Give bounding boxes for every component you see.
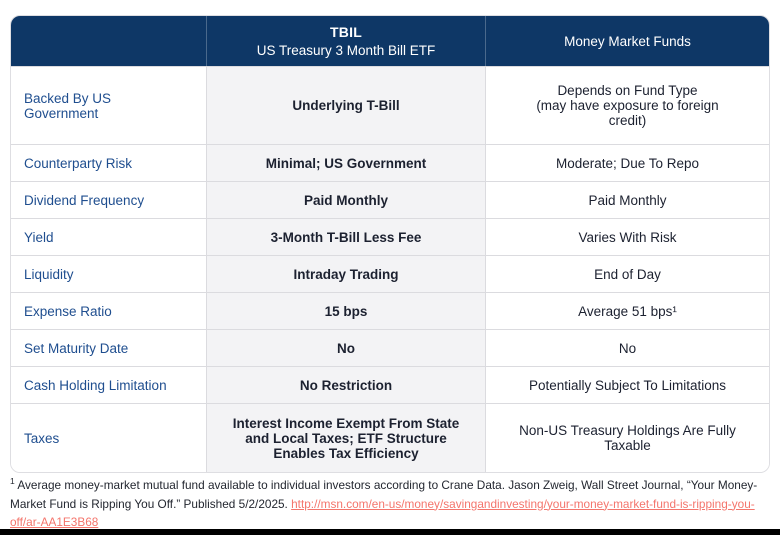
row-label: Liquidity <box>11 256 206 292</box>
header-empty-cell <box>11 16 206 66</box>
bottom-border-bar <box>0 529 780 535</box>
table-header-row: TBIL US Treasury 3 Month Bill ETF Money … <box>11 16 769 66</box>
table-row: Counterparty Risk Minimal; US Government… <box>11 144 769 181</box>
table-row: Dividend Frequency Paid Monthly Paid Mon… <box>11 181 769 218</box>
table-row: Backed By US Government Underlying T-Bil… <box>11 66 769 144</box>
row-label: Cash Holding Limitation <box>11 367 206 403</box>
tbil-cell: 15 bps <box>206 293 485 329</box>
footnote-text: Average money-market mutual fund availab… <box>10 477 758 511</box>
header-mmf-cell: Money Market Funds <box>485 16 769 66</box>
mmf-cell: Non-US Treasury Holdings Are Fully Taxab… <box>485 404 769 472</box>
mmf-cell: Potentially Subject To Limitations <box>485 367 769 403</box>
table-row: Expense Ratio 15 bps Average 51 bps¹ <box>11 292 769 329</box>
row-label: Counterparty Risk <box>11 145 206 181</box>
row-label: Taxes <box>11 404 206 472</box>
mmf-cell: Varies With Risk <box>485 219 769 255</box>
table-row: Taxes Interest Income Exempt From State … <box>11 403 769 472</box>
row-label: Backed By US Government <box>11 67 206 144</box>
mmf-title: Money Market Funds <box>564 33 691 49</box>
footnote-superscript: 1 <box>10 476 15 486</box>
table-row: Yield 3-Month T-Bill Less Fee Varies Wit… <box>11 218 769 255</box>
mmf-cell: Moderate; Due To Repo <box>485 145 769 181</box>
row-label: Yield <box>11 219 206 255</box>
tbil-cell: Minimal; US Government <box>206 145 485 181</box>
header-tbil-cell: TBIL US Treasury 3 Month Bill ETF <box>206 16 485 66</box>
table-row: Liquidity Intraday Trading End of Day <box>11 255 769 292</box>
row-label: Set Maturity Date <box>11 330 206 366</box>
table-row: Cash Holding Limitation No Restriction P… <box>11 366 769 403</box>
row-label: Expense Ratio <box>11 293 206 329</box>
mmf-cell: End of Day <box>485 256 769 292</box>
mmf-cell: No <box>485 330 769 366</box>
tbil-cell: 3-Month T-Bill Less Fee <box>206 219 485 255</box>
tbil-cell: Paid Monthly <box>206 182 485 218</box>
tbil-cell: No Restriction <box>206 367 485 403</box>
tbil-ticker: TBIL <box>330 24 362 40</box>
tbil-cell: Underlying T-Bill <box>206 67 485 144</box>
tbil-cell: Intraday Trading <box>206 256 485 292</box>
comparison-table: TBIL US Treasury 3 Month Bill ETF Money … <box>10 15 770 473</box>
tbil-cell: Interest Income Exempt From State and Lo… <box>206 404 485 472</box>
tbil-subtitle: US Treasury 3 Month Bill ETF <box>256 43 436 58</box>
mmf-cell: Average 51 bps¹ <box>485 293 769 329</box>
mmf-cell: Paid Monthly <box>485 182 769 218</box>
row-label: Dividend Frequency <box>11 182 206 218</box>
table-row: Set Maturity Date No No <box>11 329 769 366</box>
footnote-link[interactable]: http://msn.com/en-us/money/savingandinve… <box>10 496 755 530</box>
tbil-cell: No <box>206 330 485 366</box>
footnote: 1 Average money-market mutual fund avail… <box>10 475 772 532</box>
mmf-cell: Depends on Fund Type (may have exposure … <box>485 67 769 144</box>
